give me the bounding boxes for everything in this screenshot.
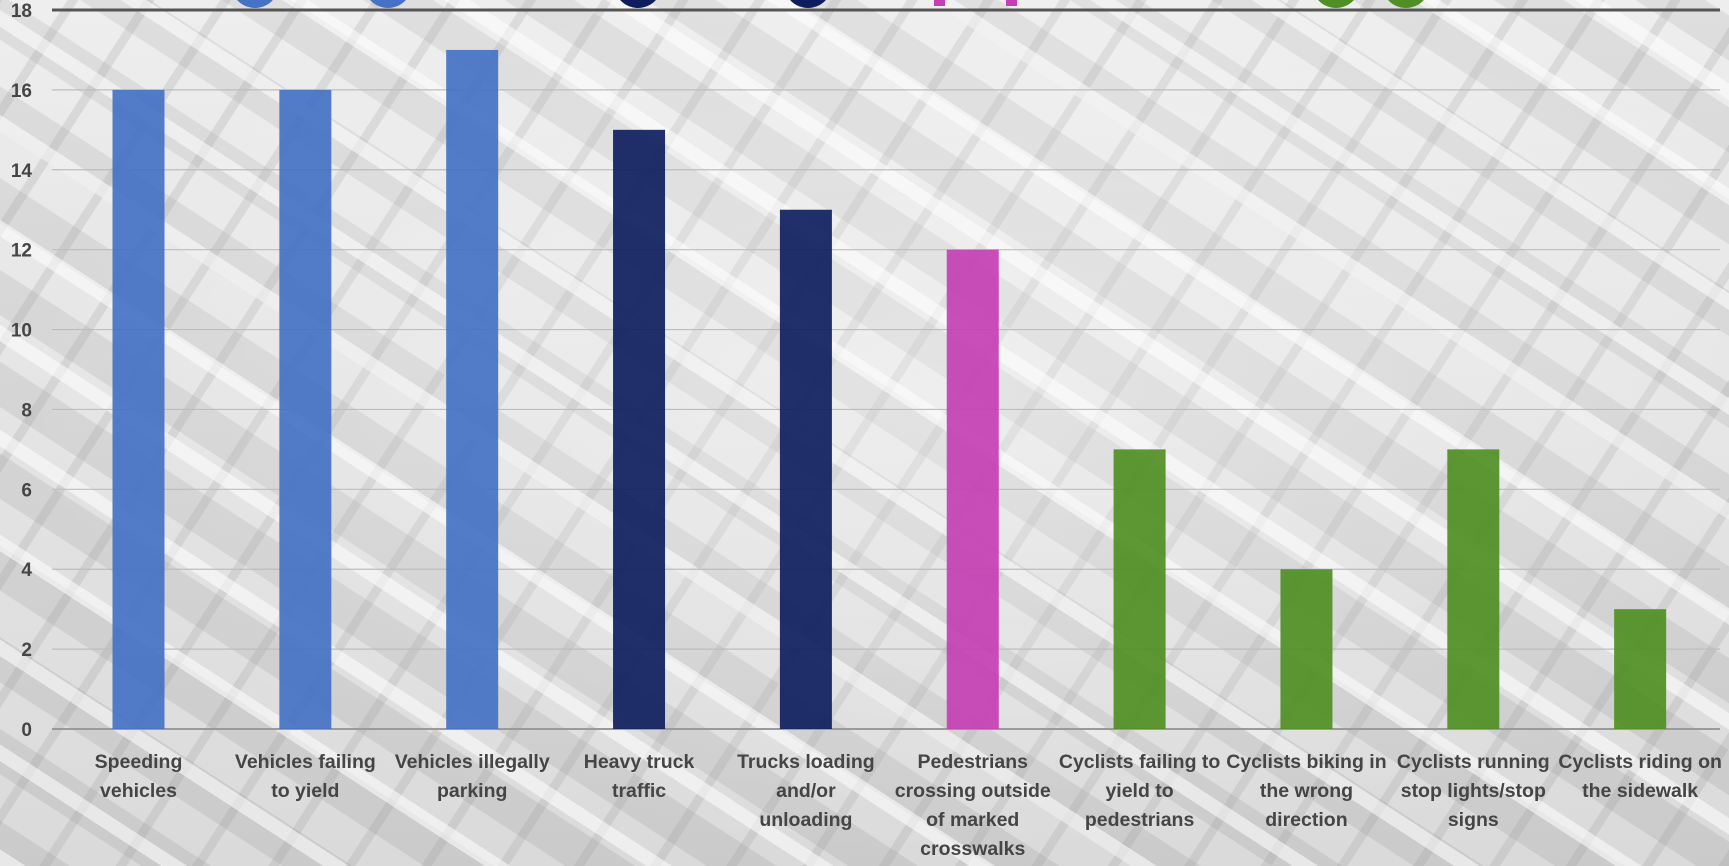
x-tick-label: Vehicles illegally parking [395,751,550,802]
x-tick-label: Cyclists biking in the wrong direction [1226,751,1386,831]
bar [1614,609,1667,729]
x-tick-label: Heavy truck traffic [584,751,695,802]
category-circle-icon [237,0,273,8]
x-axis: Speeding vehicles Vehicles failing to yield… [95,751,1722,860]
y-tick-label: 0 [21,720,32,741]
y-tick-label: 8 [21,400,32,421]
y-axis: 0 2 4 6 8 10 12 14 16 18 [11,1,33,741]
category-circle-icon [1388,0,1424,8]
y-tick-label: 6 [21,480,32,501]
x-tick-label: Pedestrians crossing outside of marked cros… [895,751,1051,860]
bar [112,89,165,729]
bar [1447,449,1500,729]
bars [112,49,1667,730]
y-tick-label: 14 [11,161,33,182]
bar [279,89,332,729]
x-tick-label: Trucks loading and/or unloading [737,751,875,831]
bar [779,209,832,729]
y-tick-label: 18 [11,1,32,22]
bar [946,249,999,729]
category-circle-icon [1318,0,1354,8]
category-circle-icon [370,0,406,8]
bar [1280,569,1333,729]
y-tick-label: 10 [11,321,32,342]
y-tick-label: 2 [21,640,32,661]
x-tick-label: Speeding vehicles [95,751,183,802]
x-tick-label: Cyclists riding on the sidewalk [1558,751,1722,802]
y-tick-label: 12 [11,241,32,262]
x-tick-label: Vehicles failing to yield [235,751,376,802]
bar [446,49,499,729]
y-tick-label: 16 [11,81,32,102]
pedestrian-icon [1006,0,1017,6]
category-circle-icon [790,0,826,8]
x-tick-label: Cyclists running stop lights/stop signs [1397,751,1550,831]
category-circle-icon [620,0,656,8]
bar [613,129,666,730]
bar [1113,449,1166,729]
x-tick-label: Cyclists failing to yield to pedestrians [1059,751,1221,831]
pedestrian-icon [934,0,945,6]
y-tick-label: 4 [21,560,32,581]
category-icon-strip [237,0,1424,8]
